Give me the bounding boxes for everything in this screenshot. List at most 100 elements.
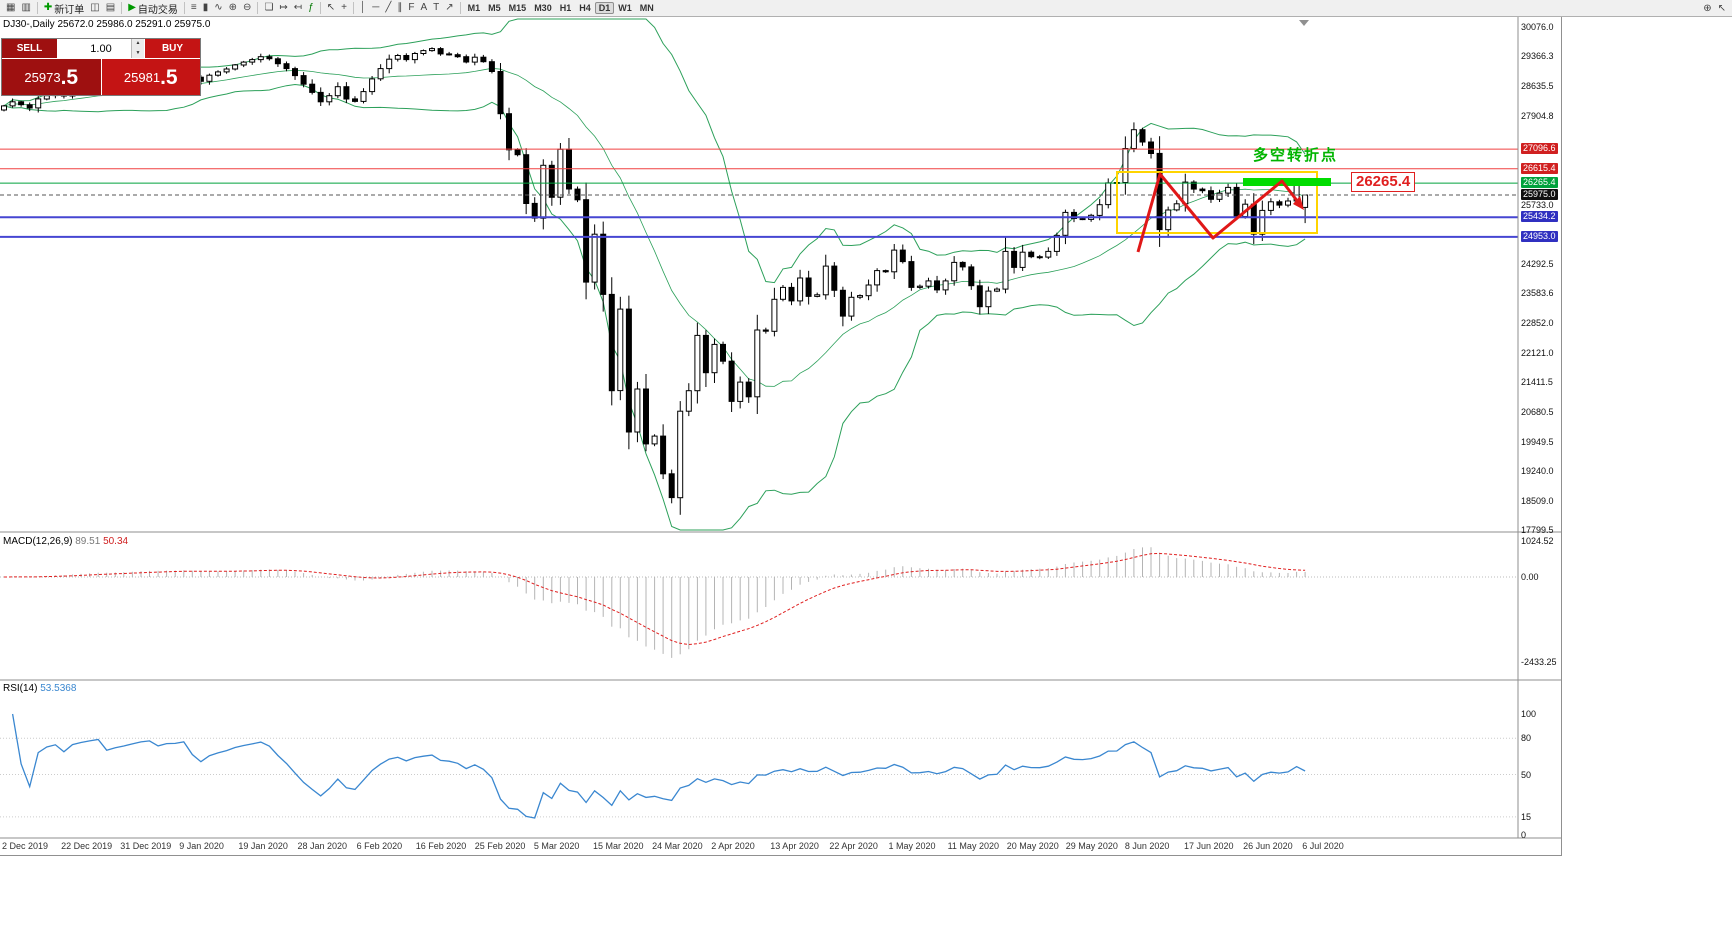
timeframe-m5[interactable]: M5	[488, 3, 501, 13]
chart-plot[interactable]	[0, 17, 1561, 839]
chart-shift-marker	[1299, 20, 1309, 26]
sell-button[interactable]: SELL	[2, 39, 58, 58]
toolbar-separator	[36, 2, 38, 14]
line-chart-type-icon[interactable]: ∿	[211, 1, 225, 15]
sell-price-main: 25973	[24, 69, 61, 85]
volume-up-arrow-icon[interactable]: ▲	[132, 39, 144, 49]
price-grid-label: 30076.0	[1521, 22, 1554, 32]
chart-windows-icon[interactable]: ◫	[87, 1, 102, 15]
date-label: 15 Mar 2020	[593, 841, 644, 851]
buy-price[interactable]: 25981 .5	[101, 59, 200, 95]
timeframe-w1[interactable]: W1	[618, 3, 632, 13]
toolbar-separator	[459, 2, 461, 14]
zoom-in-icon[interactable]: ⊕	[226, 1, 240, 15]
chart-windows-icon-glyph: ◫	[90, 2, 100, 13]
bollinger-middle-band	[3, 67, 1306, 387]
timeframe-m15[interactable]: M15	[508, 3, 527, 13]
timeframe-toolbar: M1 M5 M15 M30 H1 H4 D1 W1 MN	[464, 2, 658, 14]
text-icon-glyph: A	[420, 2, 428, 13]
date-label: 28 Jan 2020	[297, 841, 348, 851]
macd-axis-label: 1024.52	[1521, 536, 1554, 547]
date-label: 8 Jun 2020	[1124, 841, 1170, 851]
fibonacci-icon[interactable]: F	[405, 1, 417, 15]
chart-shift-icon[interactable]: ↤	[291, 1, 305, 15]
autoscroll-icon-glyph: ↦	[279, 2, 288, 13]
volume-down-arrow-icon[interactable]: ▼	[132, 48, 144, 58]
select-pointer-icon[interactable]: ↖	[1717, 2, 1726, 14]
price-axis[interactable]: 30076.0 29366.3 28635.5 27904.8 25733.0 24292…	[1521, 17, 1561, 840]
autotrading-button[interactable]: ▶ 自动交易	[125, 1, 181, 16]
price-grid-label: 27904.8	[1521, 111, 1554, 121]
horizontal-line-icon-glyph: ─	[372, 2, 380, 13]
chart-window[interactable]: DJ30-,Daily 25672.0 25986.0 25291.0 2597…	[0, 17, 1562, 856]
vertical-line-icon-glyph: │	[359, 2, 367, 13]
text-icon[interactable]: A	[417, 1, 430, 15]
market-watch-icon-glyph: ▤	[105, 2, 116, 13]
price-level-label: 26615.4	[1521, 162, 1558, 174]
timeframe-d1[interactable]: D1	[594, 2, 615, 14]
tile-windows-icon[interactable]: ❏	[261, 1, 276, 15]
trendline-icon[interactable]: ╱	[382, 1, 394, 15]
rsi-axis-label: 0	[1521, 830, 1527, 840]
candlestick-chart-type-icon-glyph: ▮	[202, 2, 209, 13]
channel-icon[interactable]: ∥	[394, 1, 405, 15]
price-grid-label: 20680.5	[1521, 407, 1554, 417]
toolbar-separator	[257, 2, 259, 14]
arrows-icon[interactable]: ↗	[442, 1, 456, 15]
new-chart-icon[interactable]: ▦	[3, 1, 18, 15]
macd-main-value: 89.51	[75, 536, 101, 547]
date-label: 13 Apr 2020	[770, 841, 819, 851]
autoscroll-icon[interactable]: ↦	[276, 1, 290, 15]
chart-shift-icon-glyph: ↤	[293, 2, 303, 13]
price-grid-label: 25733.0	[1521, 199, 1554, 210]
timeframe-h4[interactable]: H4	[579, 3, 591, 13]
volume-field[interactable]: 1.00 ▲ ▼	[58, 39, 144, 58]
support-highlight-bar	[1243, 178, 1331, 186]
horizontal-line-icon[interactable]: ─	[369, 1, 382, 15]
sell-price[interactable]: 25973 .5	[2, 59, 102, 95]
cursor-icon[interactable]: ↖	[324, 1, 338, 15]
bar-chart-type-icon[interactable]: ≡	[188, 1, 200, 15]
bollinger-upper-band	[3, 18, 1306, 284]
price-level-label: 25975.0	[1521, 189, 1558, 200]
bollinger-lower-band	[3, 83, 1306, 531]
timeframe-h1[interactable]: H1	[559, 3, 572, 13]
profiles-icon[interactable]: ▥	[18, 1, 33, 15]
volume-spinner[interactable]: ▲ ▼	[131, 39, 144, 58]
rsi-plot	[0, 713, 1518, 819]
price-level-label: 25434.2	[1521, 211, 1558, 223]
date-label: 25 Feb 2020	[474, 841, 526, 851]
new-order-glyph: ✚	[43, 2, 53, 13]
rsi-line	[11, 713, 1306, 819]
candlestick-chart-type-icon[interactable]: ▮	[200, 1, 212, 15]
tile-windows-icon-glyph: ❏	[264, 2, 274, 13]
date-axis[interactable]: 2 Dec 2019 22 Dec 2019 31 Dec 2019 9 Jan 20…	[0, 840, 1518, 854]
macd-signal-line	[3, 552, 1306, 646]
indicators-icon[interactable]: ƒ	[305, 1, 317, 15]
rsi-value: 53.5368	[40, 683, 77, 694]
price-grid-label: 19240.0	[1521, 466, 1554, 476]
zoom-out-icon[interactable]: ⊖	[240, 1, 254, 15]
vertical-line-icon[interactable]: │	[357, 1, 369, 15]
toolbar-separator	[121, 2, 123, 14]
date-label: 2 Apr 2020	[711, 841, 755, 851]
buy-button[interactable]: BUY	[144, 39, 200, 58]
price-grid-label: 23583.6	[1521, 288, 1554, 298]
market-watch-icon[interactable]: ▤	[103, 1, 118, 15]
search-plus-icon[interactable]: ⊕	[1703, 2, 1712, 14]
crosshair-icon[interactable]: +	[338, 1, 350, 15]
crosshair-icon-glyph: +	[341, 2, 347, 13]
timeframe-m1[interactable]: M1	[467, 3, 481, 13]
timeframe-m30[interactable]: M30	[534, 3, 552, 13]
text-label-icon[interactable]: T	[430, 1, 442, 15]
main-toolbar: ▦ ▥ ✚ 新订单 ◫ ▤ ▶ 自动交易 ≡ ▮ ∿ ⊕ ⊖ ❏ ↦ ↤ ƒ ↖ + │ ─ ╱ ∥ F A T ↗ M1 M5 M15…	[0, 0, 1732, 17]
buy-price-pips: .5	[160, 65, 178, 89]
trendline-icon-glyph: ╱	[385, 2, 392, 13]
timeframe-mn[interactable]: MN	[639, 3, 654, 13]
cursor-icon-glyph: ↖	[326, 2, 336, 13]
bollinger-bands	[3, 18, 1306, 531]
rsi-label: RSI(14) 53.5368	[3, 683, 76, 694]
new-order-button[interactable]: ✚ 新订单	[41, 1, 87, 16]
horizontal-levels	[0, 148, 1518, 238]
toolbar-left-group: ▦ ▥ ✚ 新订单 ◫ ▤ ▶ 自动交易 ≡ ▮ ∿ ⊕ ⊖ ❏ ↦ ↤ ƒ ↖ + │ ─ ╱ ∥ F A T ↗	[3, 1, 464, 16]
